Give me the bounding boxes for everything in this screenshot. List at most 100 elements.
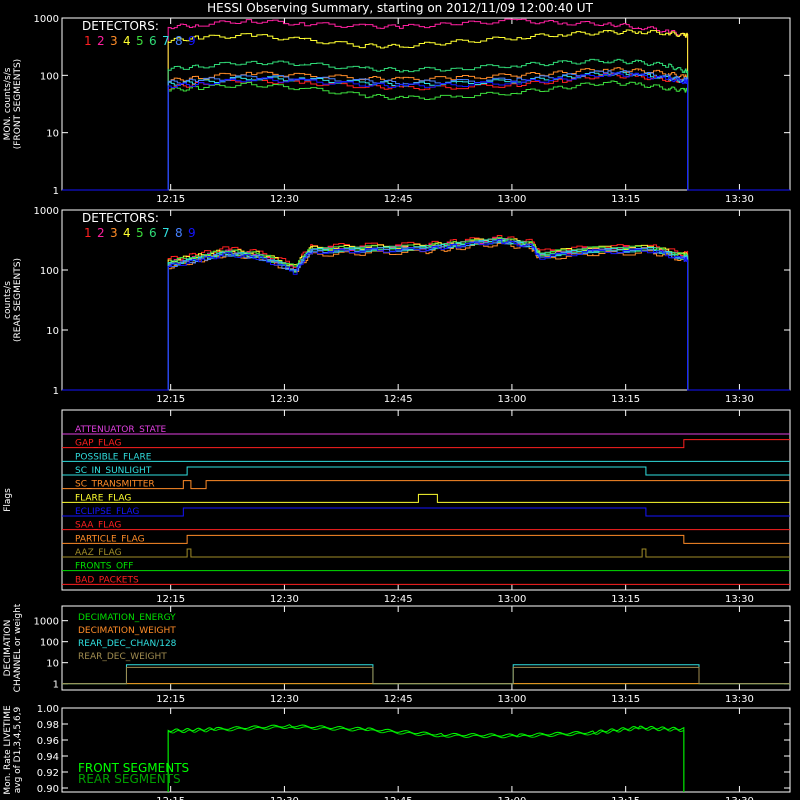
front-xtick-label: 13:15 <box>611 194 640 205</box>
front-legend-title: DETECTORS: <box>82 19 159 33</box>
livetime-ylabel: avg of D1,3,4,5,6,9 <box>13 706 23 793</box>
livetime-ytick-label: 0.90 <box>37 784 59 795</box>
rear-legend-det9: 9 <box>188 226 196 240</box>
flag-label-aaz_flag: AAZ_FLAG <box>75 548 122 558</box>
front-xtick-label: 12:30 <box>270 194 299 205</box>
panels: 12:15 12:30 12:45 13:00 13:15 13:301101001000… <box>3 14 791 800</box>
flag-label-attenuator_state: ATTENUATOR_STATE <box>75 425 167 435</box>
flag-label-gap_flag: GAP_FLAG <box>75 439 121 449</box>
decimation-xtick-label: 12:30 <box>270 694 299 705</box>
flag-label-particle_flag: PARTICLE_FLAG <box>75 534 145 544</box>
decimation-legend-1: DECIMATION_WEIGHT <box>78 626 176 636</box>
livetime-ytick-label: 0.98 <box>37 720 59 731</box>
livetime-ytick-label: 1.00 <box>37 704 59 715</box>
flag-label-saa_flag: SAA_FLAG <box>75 521 121 531</box>
rear-xtick-label: 12:45 <box>384 394 413 405</box>
front-legend-det2: 2 <box>97 34 105 48</box>
flags-xtick-label: 12:15 <box>156 594 185 605</box>
front-legend-det3: 3 <box>110 34 118 48</box>
decimation-ytick-label: 1 <box>53 680 59 691</box>
front-legend-det9: 9 <box>188 34 196 48</box>
flag-line-gap_flag <box>62 439 790 449</box>
front-legend-det8: 8 <box>175 34 183 48</box>
flags-xtick-label: 13:30 <box>725 594 754 605</box>
front-series-det2 <box>62 18 790 191</box>
decimation-ytick-label: 10 <box>46 659 59 670</box>
flag-label-sc_transmitter: SC_TRANSMITTER <box>75 480 155 490</box>
flag-line-aaz_flag <box>62 548 790 558</box>
front-ytick-label: 10 <box>46 129 59 140</box>
flags-xtick-label: 12:45 <box>384 594 413 605</box>
flag-label-bad_packets: BAD_PACKETS <box>75 575 139 585</box>
decimation-ylabel: CHANNEL or weight <box>13 603 23 692</box>
front-xtick-label: 13:30 <box>725 194 754 205</box>
front-legend-det7: 7 <box>162 34 170 48</box>
flag-label-possible_flare: POSSIBLE_FLARE <box>75 452 152 462</box>
rear-ytick-label: 1000 <box>34 206 59 217</box>
front-ylabel: (FRONT SEGMENTS) <box>13 59 23 149</box>
livetime-legend-1: REAR SEGMENTS <box>78 772 181 786</box>
flag-line-sc_in_sunlight <box>62 466 790 476</box>
front-xtick-label: 12:15 <box>156 194 185 205</box>
front-legend-det4: 4 <box>123 34 131 48</box>
decimation-series-3 <box>62 666 790 685</box>
flag-label-sc_in_sunlight: SC_IN_SUNLIGHT <box>75 466 152 476</box>
front-xtick-label: 13:00 <box>498 194 527 205</box>
front-series-det3 <box>62 67 790 191</box>
decimation-frame <box>61 605 791 691</box>
rear-legend-det2: 2 <box>97 226 105 240</box>
rear-xtick-label: 12:15 <box>156 394 185 405</box>
decimation-xtick-label: 13:30 <box>725 694 754 705</box>
decimation-ytick-label: 100 <box>40 638 59 649</box>
decimation-xtick-label: 12:45 <box>384 694 413 705</box>
livetime-xtick-label: 12:30 <box>270 796 299 800</box>
flag-line-sc_transmitter <box>62 480 790 490</box>
front-series-det6 <box>62 58 790 191</box>
livetime-ytick-label: 0.94 <box>37 752 59 763</box>
decimation-xtick-label: 12:15 <box>156 694 185 705</box>
front-ytick-label: 1 <box>53 186 59 197</box>
front-series-det4 <box>62 29 790 191</box>
livetime-ytick-label: 0.96 <box>37 736 59 747</box>
flags-xtick-label: 12:30 <box>270 594 299 605</box>
decimation-legend-0: DECIMATION_ENERGY <box>78 613 176 623</box>
rear-series-det9 <box>62 238 790 391</box>
rear-ytick-label: 1 <box>53 386 59 397</box>
flag-line-particle_flag <box>62 534 790 544</box>
flag-label-fronts_off: FRONTS_OFF <box>75 562 133 572</box>
front-legend-det1: 1 <box>84 34 92 48</box>
front-series-det5 <box>62 80 790 191</box>
flags-ylabel: Flags <box>3 488 13 512</box>
rear-xtick-label: 13:30 <box>725 394 754 405</box>
rear-legend-det7: 7 <box>162 226 170 240</box>
livetime-ylabel: Mon. Rate LIVETIME <box>3 705 13 795</box>
rear-ytick-label: 100 <box>40 266 59 277</box>
rear-legend-title: DETECTORS: <box>82 211 159 225</box>
livetime-xtick-label: 13:30 <box>725 796 754 800</box>
rear-legend-det1: 1 <box>84 226 92 240</box>
livetime-xtick-label: 13:15 <box>611 796 640 800</box>
rear-legend-det3: 3 <box>110 226 118 240</box>
rear-xtick-label: 13:00 <box>498 394 527 405</box>
rear-legend-det4: 4 <box>123 226 131 240</box>
decimation-xtick-label: 13:15 <box>611 694 640 705</box>
livetime-ytick-label: 0.92 <box>37 768 59 779</box>
front-ytick-label: 1000 <box>34 14 59 25</box>
flags-xtick-label: 13:15 <box>611 594 640 605</box>
decimation-legend-2: REAR_DEC_CHAN/128 <box>78 639 177 649</box>
flag-line-eclipse_flag <box>62 507 790 517</box>
flags-xtick-label: 13:00 <box>498 594 527 605</box>
rear-legend-det5: 5 <box>136 226 144 240</box>
livetime-xtick-label: 12:45 <box>384 796 413 800</box>
rear-legend-det6: 6 <box>149 226 157 240</box>
livetime-series-1 <box>167 726 685 792</box>
rear-ytick-label: 10 <box>46 326 59 337</box>
rear-xtick-label: 12:30 <box>270 394 299 405</box>
rear-xtick-label: 13:15 <box>611 394 640 405</box>
livetime-xtick-label: 13:00 <box>498 796 527 800</box>
front-ylabel: MON. counts/s/s <box>3 67 13 140</box>
flag-label-flare_flag: FLARE_FLAG <box>75 493 131 503</box>
front-series-det9 <box>62 72 790 191</box>
